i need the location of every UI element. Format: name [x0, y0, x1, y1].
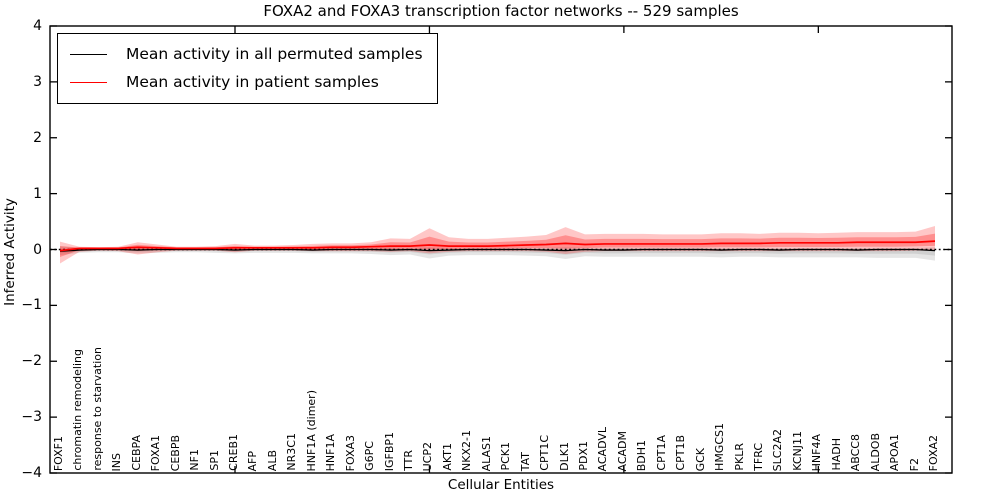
x-tick-label: NR3C1 [285, 433, 299, 471]
x-tick-label: chromatin remodeling [71, 349, 85, 471]
x-tick-label: IGFBP1 [382, 431, 396, 471]
x-tick-label: CEBPA [129, 435, 143, 471]
x-tick-label: TTR [402, 450, 415, 471]
patient-line-swatch [70, 81, 107, 83]
x-axis-label: Cellular Entities [447, 477, 555, 493]
x-tick-label: ACADVL [596, 426, 610, 471]
x-tick-label: BDH1 [635, 439, 649, 471]
x-tick-label: F2 [907, 457, 921, 471]
legend: Mean activity in all permuted samples Me… [57, 33, 438, 104]
x-tick-label: HNF1A [324, 433, 338, 471]
y-tick-label: −4 [21, 465, 42, 481]
x-tick-label: HNF4A [810, 433, 824, 471]
permuted-line-swatch [70, 53, 107, 55]
x-tick-label: ALB [265, 449, 279, 471]
x-tick-label: SP1 [207, 450, 221, 471]
patient-band-outer [60, 226, 935, 264]
legend-entry-permuted: Mean activity in all permuted samples [70, 40, 423, 68]
x-tick-label: FOXA1 [149, 434, 163, 471]
x-tick-label: AKT1 [440, 443, 454, 471]
x-tick-label: NF1 [188, 449, 202, 471]
x-tick-label: HNF1A (dimer) [304, 389, 318, 471]
y-tick-label: 0 [33, 241, 42, 258]
x-tick-label: PDX1 [577, 441, 590, 471]
x-tick-label: PKLR [732, 443, 746, 471]
x-tick-label: SLC2A2 [771, 428, 785, 471]
x-tick-label: ALAS1 [479, 435, 493, 471]
x-tick-label: CPT1B [674, 435, 688, 471]
x-tick-label: FOXA2 [927, 434, 940, 471]
x-tick-label: response to starvation [90, 347, 104, 471]
x-tick-label: ALDOB [868, 432, 882, 471]
legend-entry-patient: Mean activity in patient samples [70, 68, 423, 96]
x-tick-label: FOXF1 [52, 435, 65, 471]
x-tick-label: TAT [518, 451, 532, 471]
x-tick-label: CREB1 [227, 434, 240, 471]
x-tick-label: HMGCS1 [713, 423, 727, 471]
legend-label-permuted: Mean activity in all permuted samples [126, 45, 423, 63]
legend-label-patient: Mean activity in patient samples [126, 73, 379, 91]
y-tick-label: 1 [33, 185, 42, 202]
x-tick-label: FOXA3 [343, 434, 357, 471]
chart-title: FOXA2 and FOXA3 transcription factor net… [263, 2, 739, 20]
patient-mean-line [59, 240, 936, 252]
permuted-mean-line [59, 248, 936, 252]
x-tick-label: UCP2 [421, 441, 435, 471]
y-tick-label: −1 [21, 297, 42, 314]
x-tick-label: HADH [829, 438, 843, 471]
x-tick-label: NKX2-1 [460, 430, 474, 471]
x-tick-label: DLK1 [557, 442, 571, 471]
y-tick-label: −3 [21, 409, 42, 426]
y-tick-label: 3 [33, 73, 42, 90]
y-tick-label: 2 [33, 129, 42, 146]
x-tick-label: CPT1A [654, 435, 668, 471]
x-tick-label: GCK [693, 447, 707, 471]
x-tick-label: INS [110, 452, 124, 471]
x-tick-label: TFRC [752, 443, 765, 471]
x-tick-label: G6PC [363, 441, 377, 471]
y-tick-label: −2 [21, 353, 42, 370]
x-tick-label: ABCC8 [849, 433, 863, 471]
x-tick-label: ACADM [615, 430, 629, 472]
x-tick-label: AFP [246, 450, 260, 472]
x-tick-label: APOA1 [888, 433, 902, 471]
x-tick-label: CPT1C [538, 435, 552, 471]
x-tick-label: CEBPB [168, 434, 182, 471]
x-tick-label: KCNJ11 [790, 431, 804, 471]
x-tick-label: PCK1 [499, 442, 513, 471]
y-tick-label: 4 [33, 18, 42, 34]
